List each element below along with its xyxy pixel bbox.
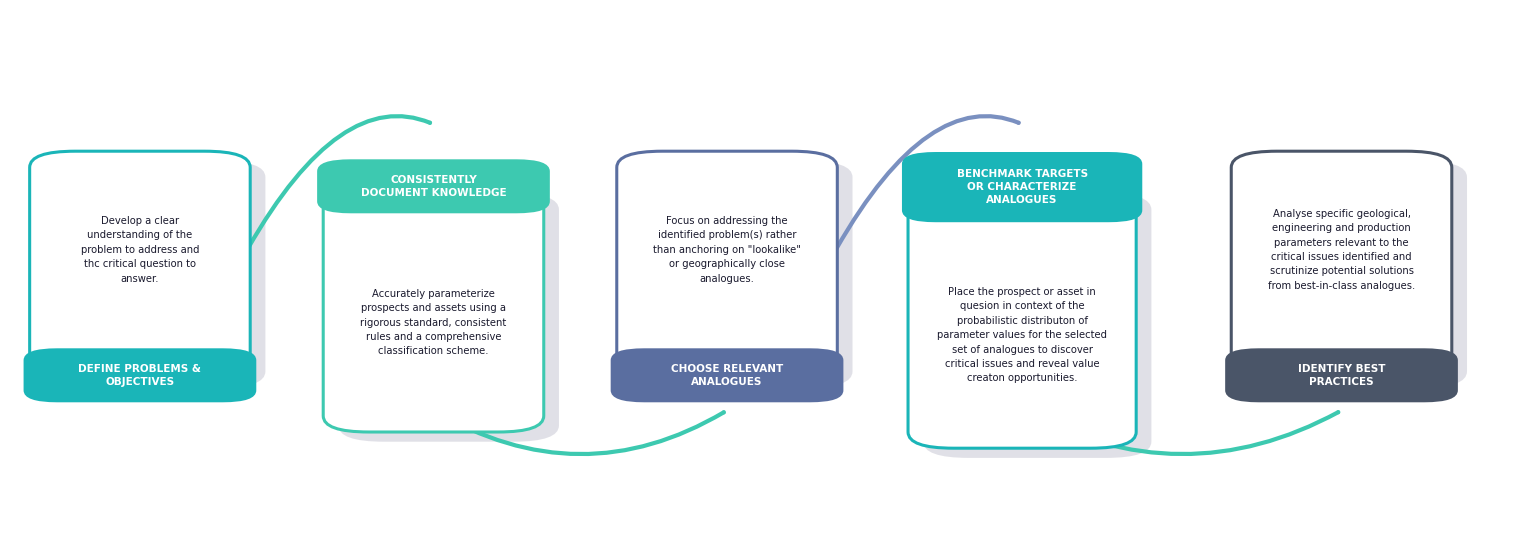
Text: DEFINE PROBLEMS &
OBJECTIVES: DEFINE PROBLEMS & OBJECTIVES	[79, 364, 201, 387]
FancyBboxPatch shape	[923, 193, 1151, 458]
FancyBboxPatch shape	[24, 348, 256, 402]
Text: Focus on addressing the
identified problem(s) rather
than anchoring on "lookalik: Focus on addressing the identified probl…	[653, 216, 802, 284]
Text: BENCHMARK TARGETS
OR CHARACTERIZE
ANALOGUES: BENCHMARK TARGETS OR CHARACTERIZE ANALOG…	[957, 170, 1088, 205]
Text: Analyse specific geological,
engineering and production
parameters relevant to t: Analyse specific geological, engineering…	[1269, 209, 1415, 291]
FancyBboxPatch shape	[633, 161, 852, 388]
FancyBboxPatch shape	[46, 161, 265, 388]
FancyArrowPatch shape	[433, 410, 724, 454]
FancyBboxPatch shape	[1247, 161, 1466, 388]
FancyBboxPatch shape	[902, 152, 1142, 222]
FancyBboxPatch shape	[30, 151, 249, 378]
Text: IDENTIFY BEST
PRACTICES: IDENTIFY BEST PRACTICES	[1297, 364, 1386, 387]
FancyBboxPatch shape	[338, 193, 558, 442]
Text: Place the prospect or asset in
quesion in context of the
probabilistic distribut: Place the prospect or asset in quesion i…	[937, 287, 1107, 383]
FancyArrowPatch shape	[248, 116, 430, 248]
Text: Develop a clear
understanding of the
problem to address and
thc critical questio: Develop a clear understanding of the pro…	[81, 216, 199, 284]
FancyBboxPatch shape	[610, 348, 843, 402]
FancyBboxPatch shape	[908, 184, 1136, 448]
FancyBboxPatch shape	[1226, 348, 1457, 402]
FancyArrowPatch shape	[837, 116, 1019, 248]
FancyBboxPatch shape	[316, 159, 549, 213]
Text: CONSISTENTLY
DOCUMENT KNOWLEDGE: CONSISTENTLY DOCUMENT KNOWLEDGE	[360, 175, 506, 198]
FancyBboxPatch shape	[618, 151, 837, 378]
FancyArrowPatch shape	[1022, 410, 1338, 454]
FancyBboxPatch shape	[1232, 151, 1451, 378]
Text: CHOOSE RELEVANT
ANALOGUES: CHOOSE RELEVANT ANALOGUES	[671, 364, 783, 387]
FancyBboxPatch shape	[322, 184, 545, 432]
Text: Accurately parameterize
prospects and assets using a
rigorous standard, consiste: Accurately parameterize prospects and as…	[360, 289, 506, 356]
